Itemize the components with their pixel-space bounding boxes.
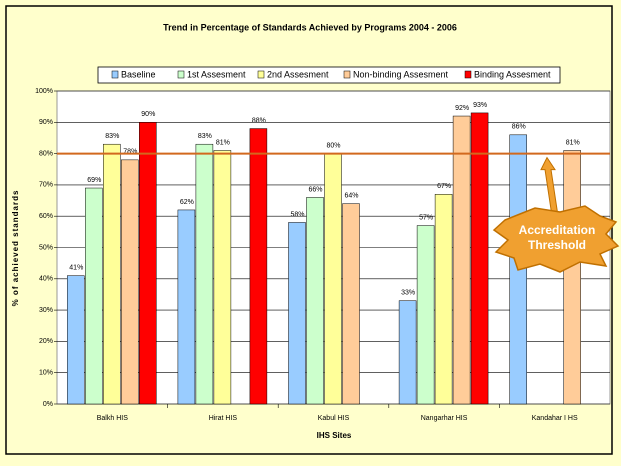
legend-box	[97, 66, 561, 84]
bar	[306, 197, 324, 405]
y-tick-label: 50%	[39, 244, 53, 251]
annotation: Accreditation	[519, 223, 596, 237]
data-label: 86%	[512, 124, 526, 131]
y-axis-label: % of achieved standards	[11, 190, 20, 307]
bar	[139, 122, 157, 405]
bar	[121, 159, 139, 405]
data-label: 81%	[216, 139, 230, 146]
data-label: 80%	[326, 142, 340, 149]
bar	[398, 300, 417, 405]
y-tick-label: 30%	[39, 307, 53, 314]
x-tick-label: Kabul HIS	[318, 415, 350, 422]
bar	[213, 150, 232, 405]
legend-label: Non-binding Assesment	[353, 69, 449, 79]
y-tick-label: 10%	[39, 370, 53, 377]
data-label: 41%	[69, 265, 83, 272]
annotation: Threshold	[528, 238, 586, 252]
bar	[452, 115, 471, 405]
bar	[288, 222, 306, 405]
y-tick-label: 0%	[43, 401, 53, 408]
data-label: 90%	[141, 111, 155, 118]
bar	[563, 150, 581, 405]
bar	[416, 225, 435, 405]
legend-label: 1st Assesment	[187, 69, 246, 79]
data-label: 57%	[419, 214, 433, 221]
x-tick-label: Balkh HIS	[97, 415, 128, 422]
x-axis-label: IHS Sites	[317, 431, 352, 440]
data-label: 93%	[473, 102, 487, 109]
legend-label: Binding Assesment	[474, 69, 551, 79]
data-label: 78%	[123, 149, 137, 156]
x-tick-label: Nangarhar HIS	[421, 415, 468, 422]
bar	[324, 153, 342, 405]
data-label: 81%	[566, 139, 580, 146]
data-label: 64%	[344, 193, 358, 200]
legend-label: 2nd Assesment	[267, 69, 329, 79]
data-label: 69%	[87, 177, 101, 184]
data-label: 83%	[105, 133, 119, 140]
legend-swatch	[343, 70, 351, 79]
data-label: 62%	[180, 199, 194, 206]
y-tick-label: 60%	[39, 213, 53, 220]
bar	[85, 187, 103, 405]
bar	[177, 209, 196, 405]
data-label: 66%	[308, 186, 322, 193]
data-label: 58%	[290, 211, 304, 218]
y-tick-label: 100%	[35, 88, 53, 95]
legend-label: Baseline	[121, 69, 156, 79]
data-label: 67%	[437, 183, 451, 190]
callout-burst	[492, 205, 620, 273]
bar	[103, 143, 121, 405]
data-label: 88%	[252, 117, 266, 124]
bar	[342, 203, 360, 405]
data-label: 92%	[455, 105, 469, 112]
x-tick-label: Kandahar I HS	[532, 415, 578, 422]
legend-swatch	[177, 70, 185, 79]
bar	[434, 194, 453, 405]
y-tick-label: 70%	[39, 182, 53, 189]
legend-swatch	[464, 70, 472, 79]
x-tick-label: Hirat HIS	[209, 415, 238, 422]
legend-swatch	[111, 70, 119, 79]
y-tick-label: 20%	[39, 338, 53, 345]
bar	[470, 112, 489, 405]
y-tick-label: 80%	[39, 150, 53, 157]
y-tick-label: 40%	[39, 276, 53, 283]
bar	[67, 275, 85, 405]
legend-swatch	[257, 70, 265, 79]
data-label: 83%	[198, 133, 212, 140]
bar	[195, 143, 214, 405]
data-label: 33%	[401, 290, 415, 297]
bar	[249, 128, 268, 405]
y-tick-label: 90%	[39, 119, 53, 126]
chart-title: Trend in Percentage of Standards Achieve…	[163, 22, 457, 32]
